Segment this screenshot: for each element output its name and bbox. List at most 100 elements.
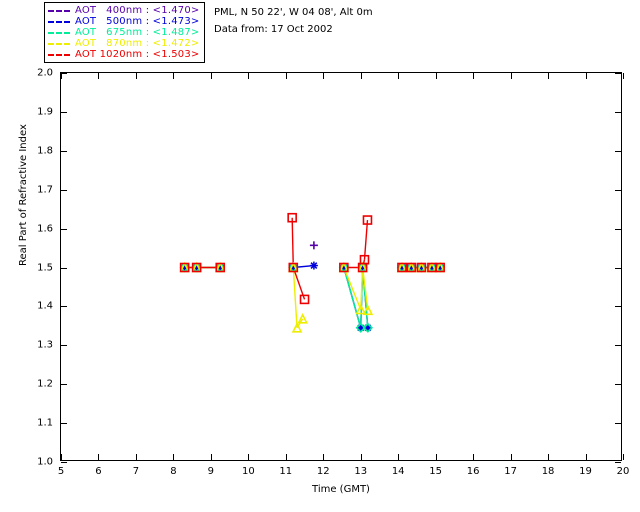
x-axis-tick [435,454,437,460]
data-point-square [288,262,299,273]
x-axis-tick [360,73,362,79]
x-axis-tick-label: 5 [57,466,65,477]
data-point-triangle [214,261,226,273]
legend-label: AOT 1020nm : <1.503> [75,49,200,60]
series-connector [293,264,314,269]
y-axis-tick [61,189,67,191]
data-point-diamond [426,262,438,273]
legend-label: AOT 500nm : <1.473> [75,16,200,27]
x-axis-tick-label: 10 [241,466,255,477]
data-point-square [191,262,202,273]
series-connector [361,267,369,328]
data-point-asterisk [407,263,416,272]
x-axis-tick-label: 12 [316,466,330,477]
y-axis-tick-label: 1.9 [37,106,53,118]
legend-entry: AOT 1020nm : <1.503> [48,49,199,60]
legend-line-swatch [48,31,70,34]
y-axis-tick-label: 1.4 [37,300,53,312]
data-point-square [179,262,190,273]
data-point-triangle [416,261,427,273]
y-axis-tick-label: 1.0 [37,456,53,468]
legend-line-swatch [48,9,70,12]
x-axis-tick [435,73,437,79]
data-point-asterisk [309,261,318,270]
x-axis-tick-label: 8 [170,466,177,477]
x-axis-tick [285,454,287,460]
y-axis-tick [615,345,621,347]
series-connector [363,219,369,260]
data-point-diamond [435,262,446,273]
data-point-plus [309,241,318,250]
data-point-asterisk [417,263,426,272]
data-point-diamond [362,322,373,333]
x-axis-tick [473,73,475,79]
data-point-diamond [355,322,366,333]
x-axis-tick [548,73,550,79]
data-point-triangle [179,261,190,273]
y-axis-tick-label: 1.6 [37,223,53,235]
data-point-asterisk [427,263,436,272]
x-axis-tick [210,454,212,460]
x-axis-tick [623,73,624,79]
data-point-diamond [338,262,350,273]
data-point-square [406,262,417,273]
data-point-square [299,294,310,305]
x-axis-tick [210,73,212,79]
series-connector [292,267,306,300]
x-axis-tick-label: 15 [429,466,443,477]
legend-label: AOT 870nm : <1.472> [75,38,200,49]
series-connector [360,267,364,328]
y-axis-tick [615,73,621,74]
legend-label: AOT 400nm : <1.470> [75,5,200,16]
x-axis-tick-label: 7 [132,466,140,477]
x-axis-tick [98,454,100,460]
x-axis-tick-label: 14 [391,466,405,477]
y-axis-tick [615,384,621,386]
series-connector [292,267,298,328]
data-point-diamond [396,262,408,273]
data-point-triangle [406,261,417,273]
y-axis-tick [61,73,67,74]
series-connector [360,267,364,328]
y-axis-tick [615,228,621,230]
data-point-square [427,262,437,273]
data-point-square [339,262,349,273]
title-line-date: Data from: 17 Oct 2002 [214,24,333,35]
data-point-square [215,262,226,273]
data-point-asterisk [339,263,348,272]
data-point-triangle [287,261,299,273]
data-point-square [435,262,445,273]
data-point-asterisk [289,263,298,272]
plot-area: 1.0 1.1 1.2 1.3 1.4 1.5 1.6 1.7 1.8 1.9 2.0 5 6 7 8 9 10… [37,68,629,478]
y-axis-tick [61,384,67,386]
data-point-diamond [215,262,226,273]
y-axis-tick-label: 1.8 [37,145,53,157]
data-point-triangle [396,261,408,273]
x-axis-tick [98,73,100,79]
x-axis-tick [323,454,325,460]
y-axis-tick-label: 1.3 [37,339,53,351]
y-axis-tick [61,423,67,425]
y-axis-tick [615,423,621,425]
series-connector [343,267,362,328]
chart-title-block: PML, N 50 22', W 04 08', Alt 0m Data fro… [214,4,373,38]
x-axis-tick [248,454,250,460]
legend-entry: AOT 500nm : <1.473> [48,16,199,27]
y-axis-tick [615,306,621,308]
y-axis-tick-label: 1.7 [37,184,53,196]
series-connector [361,267,369,328]
data-point-triangle [362,304,374,316]
y-axis-tick [615,189,621,191]
data-point-square [287,212,297,223]
x-axis-tick [323,73,325,79]
legend-label: AOT 675nm : <1.487> [75,27,200,38]
data-point-asterisk [216,263,225,272]
x-axis-tick [398,73,400,79]
data-point-triangle [297,313,308,324]
x-axis-tick [61,73,62,79]
y-axis-tick-label: 1.5 [37,262,53,273]
y-axis-tick [61,228,67,230]
legend-line-swatch [48,42,70,45]
data-point-asterisk [356,323,365,332]
data-point-triangle [291,322,303,333]
